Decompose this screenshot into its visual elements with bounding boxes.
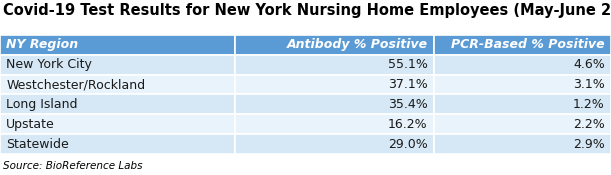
- Text: 35.4%: 35.4%: [388, 98, 428, 111]
- Text: NY Region: NY Region: [6, 38, 78, 51]
- FancyBboxPatch shape: [0, 35, 235, 55]
- Text: 55.1%: 55.1%: [388, 58, 428, 71]
- Text: 4.6%: 4.6%: [573, 58, 605, 71]
- Text: 29.0%: 29.0%: [388, 138, 428, 150]
- FancyBboxPatch shape: [0, 134, 235, 154]
- FancyBboxPatch shape: [434, 114, 611, 134]
- Text: Source: BioReference Labs: Source: BioReference Labs: [3, 161, 142, 171]
- FancyBboxPatch shape: [235, 94, 434, 114]
- FancyBboxPatch shape: [235, 75, 434, 94]
- Text: 1.2%: 1.2%: [573, 98, 605, 111]
- Text: Westchester/Rockland: Westchester/Rockland: [6, 78, 145, 91]
- Text: 3.1%: 3.1%: [573, 78, 605, 91]
- Text: Statewide: Statewide: [6, 138, 69, 150]
- Text: New York City: New York City: [6, 58, 92, 71]
- FancyBboxPatch shape: [434, 94, 611, 114]
- Text: 2.9%: 2.9%: [573, 138, 605, 150]
- Text: Upstate: Upstate: [6, 118, 55, 131]
- Text: 16.2%: 16.2%: [388, 118, 428, 131]
- Text: Long Island: Long Island: [6, 98, 78, 111]
- FancyBboxPatch shape: [434, 134, 611, 154]
- FancyBboxPatch shape: [0, 55, 235, 75]
- Text: Covid-19 Test Results for New York Nursing Home Employees (May-June 2020): Covid-19 Test Results for New York Nursi…: [3, 3, 611, 18]
- FancyBboxPatch shape: [434, 75, 611, 94]
- Text: 2.2%: 2.2%: [573, 118, 605, 131]
- FancyBboxPatch shape: [235, 35, 434, 55]
- FancyBboxPatch shape: [235, 55, 434, 75]
- FancyBboxPatch shape: [235, 134, 434, 154]
- FancyBboxPatch shape: [0, 94, 235, 114]
- Text: PCR-Based % Positive: PCR-Based % Positive: [452, 38, 605, 51]
- Text: 37.1%: 37.1%: [388, 78, 428, 91]
- FancyBboxPatch shape: [434, 55, 611, 75]
- Text: Antibody % Positive: Antibody % Positive: [287, 38, 428, 51]
- FancyBboxPatch shape: [235, 114, 434, 134]
- FancyBboxPatch shape: [434, 35, 611, 55]
- FancyBboxPatch shape: [0, 75, 235, 94]
- FancyBboxPatch shape: [0, 114, 235, 134]
